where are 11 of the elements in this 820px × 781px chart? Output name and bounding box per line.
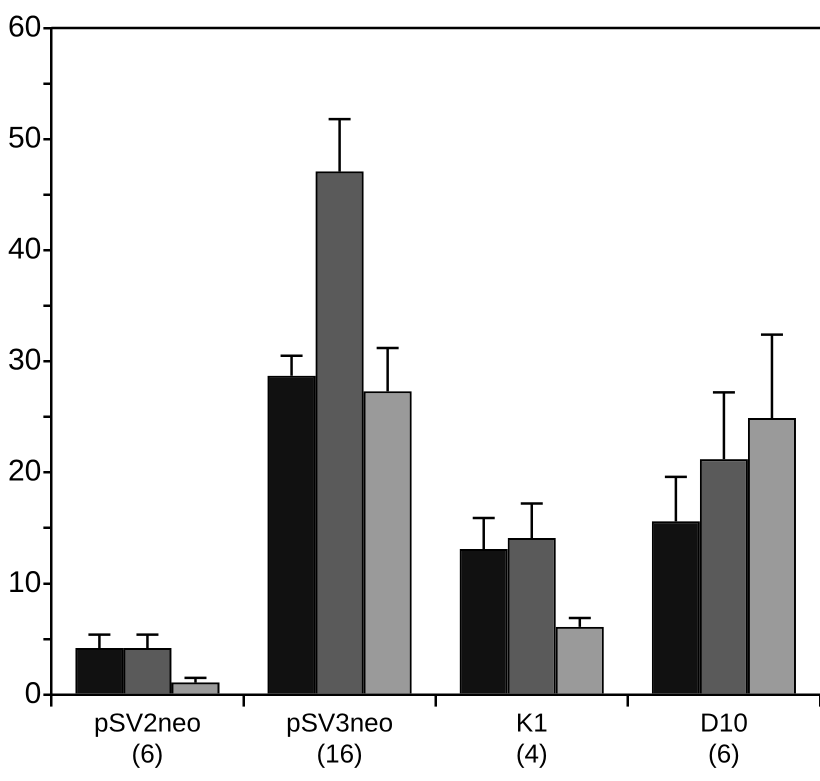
y-tick-label: 0 — [24, 676, 42, 710]
y-tick-label: 60 — [8, 10, 42, 44]
y-tick-label: 20 — [8, 454, 42, 488]
x-tick-label: pSV2neo (6) — [94, 707, 201, 769]
y-tick-label: 10 — [8, 566, 42, 599]
y-tick-label: 40 — [8, 232, 42, 266]
x-tick-label: D10 (6) — [700, 707, 748, 769]
y-tick-label: 50 — [8, 121, 42, 154]
x-tick-label: K1 (4) — [516, 707, 548, 769]
y-tick-label: 30 — [8, 344, 42, 377]
x-tick-label: pSV3neo (16) — [286, 707, 394, 769]
